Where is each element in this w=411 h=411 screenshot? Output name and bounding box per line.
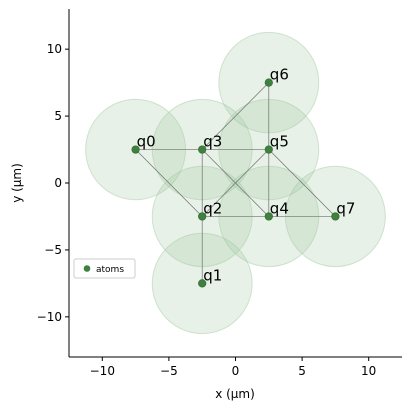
atom-label-q0: q0	[137, 133, 156, 151]
legend-box	[73, 258, 136, 279]
interaction-edges	[135, 82, 336, 284]
atom-labels: q0 q1 q2 q3 q4 q5 q6 q7	[137, 66, 356, 285]
y-tick-label: −5	[44, 243, 62, 257]
atom-q5	[264, 145, 273, 154]
y-tick-label: 5	[54, 109, 62, 123]
x-axis-label: x (μm)	[215, 387, 255, 401]
atom-points	[131, 78, 340, 288]
atom-q3	[198, 145, 207, 154]
edge-q5-q7	[268, 149, 336, 217]
y-tick-label: 0	[54, 176, 62, 190]
edge-q3-q4	[201, 149, 270, 217]
atom-label-q4: q4	[270, 199, 289, 217]
legend: atoms	[73, 258, 136, 279]
x-tick-label: 5	[298, 364, 306, 378]
atom-label-q5: q5	[270, 133, 289, 151]
x-tick-label: 0	[232, 364, 240, 378]
x-tick-label: −5	[160, 364, 178, 378]
atom-label-q3: q3	[203, 133, 222, 151]
atom-label-q1: q1	[203, 266, 222, 284]
atom-q2	[198, 212, 207, 221]
edge-q0-q2	[135, 149, 203, 217]
y-axis-label: y (μm)	[10, 163, 24, 203]
atom-q7	[331, 212, 340, 221]
edge-q3-q6	[201, 82, 270, 150]
atom-q0	[131, 145, 140, 154]
atom-q4	[264, 212, 273, 221]
x-tick-label: −10	[90, 364, 115, 378]
y-tick-label: 10	[47, 42, 62, 56]
y-tick-label: −10	[37, 310, 62, 324]
atom-label-q7: q7	[336, 199, 355, 217]
atom-q6	[264, 78, 273, 87]
atom-label-q6: q6	[270, 66, 289, 84]
x-tick-label: 10	[361, 364, 376, 378]
axes: −10 −5 0 5 10 −10 −5 0 5 10	[37, 9, 402, 378]
legend-marker	[83, 265, 91, 272]
atom-label-q2: q2	[203, 199, 222, 217]
atom-q1	[198, 279, 207, 288]
legend-label: atoms	[96, 265, 124, 275]
